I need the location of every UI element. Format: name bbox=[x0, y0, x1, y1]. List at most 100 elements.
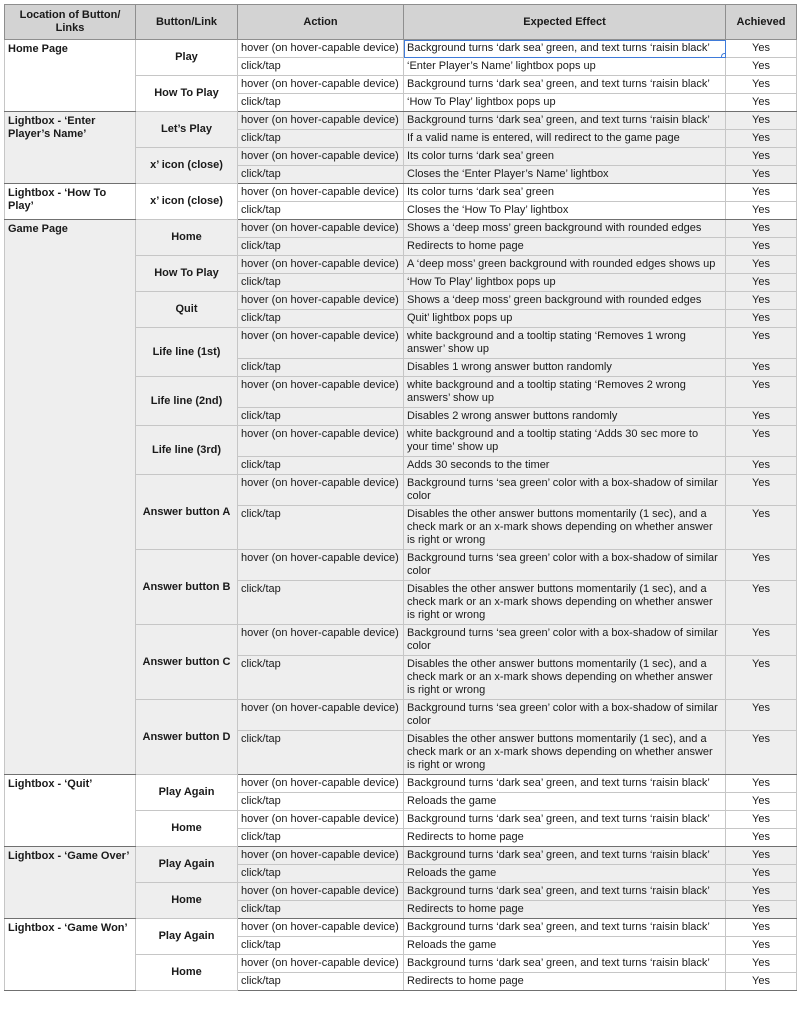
action-cell[interactable]: hover (on hover-capable device) bbox=[237, 624, 404, 656]
expected-effect-cell[interactable]: white background and a tooltip stating ‘… bbox=[403, 376, 726, 408]
button-link-cell[interactable]: Answer button C bbox=[135, 624, 238, 700]
achieved-cell[interactable]: Yes bbox=[725, 407, 797, 426]
achieved-cell[interactable]: Yes bbox=[725, 828, 797, 847]
expected-effect-cell[interactable]: Background turns ‘sea green’ color with … bbox=[403, 699, 726, 731]
achieved-cell[interactable]: Yes bbox=[725, 165, 797, 184]
action-cell[interactable]: click/tap bbox=[237, 972, 404, 991]
button-link-cell[interactable]: Home bbox=[135, 219, 238, 256]
expected-effect-cell[interactable]: Its color turns ‘dark sea’ green bbox=[403, 147, 726, 166]
action-cell[interactable]: click/tap bbox=[237, 864, 404, 883]
expected-effect-cell[interactable]: Disables the other answer buttons moment… bbox=[403, 505, 726, 550]
achieved-cell[interactable]: Yes bbox=[725, 936, 797, 955]
expected-effect-cell[interactable]: Background turns ‘sea green’ color with … bbox=[403, 624, 726, 656]
expected-effect-cell[interactable]: Reloads the game bbox=[403, 936, 726, 955]
achieved-cell[interactable]: Yes bbox=[725, 327, 797, 359]
action-cell[interactable]: hover (on hover-capable device) bbox=[237, 111, 404, 130]
achieved-cell[interactable]: Yes bbox=[725, 900, 797, 919]
action-cell[interactable]: hover (on hover-capable device) bbox=[237, 255, 404, 274]
button-link-cell[interactable]: How To Play bbox=[135, 75, 238, 112]
action-cell[interactable]: hover (on hover-capable device) bbox=[237, 474, 404, 506]
action-cell[interactable]: hover (on hover-capable device) bbox=[237, 219, 404, 238]
achieved-cell[interactable]: Yes bbox=[725, 147, 797, 166]
achieved-cell[interactable]: Yes bbox=[725, 75, 797, 94]
expected-effect-cell[interactable]: ‘Enter Player’s Name’ lightbox pops up bbox=[403, 57, 726, 76]
action-cell[interactable]: hover (on hover-capable device) bbox=[237, 327, 404, 359]
location-cell[interactable]: Lightbox - ‘Enter Player’s Name’ bbox=[4, 111, 136, 184]
button-link-cell[interactable]: Play Again bbox=[135, 918, 238, 955]
achieved-cell[interactable]: Yes bbox=[725, 57, 797, 76]
action-cell[interactable]: click/tap bbox=[237, 792, 404, 811]
action-cell[interactable]: hover (on hover-capable device) bbox=[237, 699, 404, 731]
expected-effect-cell[interactable]: Redirects to home page bbox=[403, 972, 726, 991]
location-cell[interactable]: Lightbox - ‘Game Won’ bbox=[4, 918, 136, 991]
expected-effect-cell[interactable]: Closes the ‘Enter Player’s Name’ lightbo… bbox=[403, 165, 726, 184]
achieved-cell[interactable]: Yes bbox=[725, 774, 797, 793]
achieved-cell[interactable]: Yes bbox=[725, 309, 797, 328]
button-link-cell[interactable]: Home bbox=[135, 882, 238, 919]
header-button-link[interactable]: Button/Link bbox=[135, 4, 238, 40]
expected-effect-cell[interactable]: ‘How To Play’ lightbox pops up bbox=[403, 93, 726, 112]
button-link-cell[interactable]: Answer button D bbox=[135, 699, 238, 775]
achieved-cell[interactable]: Yes bbox=[725, 810, 797, 829]
action-cell[interactable]: hover (on hover-capable device) bbox=[237, 376, 404, 408]
expected-effect-cell[interactable]: Background turns ‘dark sea’ green, and t… bbox=[403, 39, 726, 58]
expected-effect-cell[interactable]: Shows a ‘deep moss’ green background wit… bbox=[403, 219, 726, 238]
achieved-cell[interactable]: Yes bbox=[725, 954, 797, 973]
button-link-cell[interactable]: How To Play bbox=[135, 255, 238, 292]
action-cell[interactable]: click/tap bbox=[237, 358, 404, 377]
achieved-cell[interactable]: Yes bbox=[725, 111, 797, 130]
action-cell[interactable]: click/tap bbox=[237, 201, 404, 220]
header-achieved[interactable]: Achieved bbox=[725, 4, 797, 40]
button-link-cell[interactable]: Play Again bbox=[135, 846, 238, 883]
action-cell[interactable]: click/tap bbox=[237, 655, 404, 700]
action-cell[interactable]: hover (on hover-capable device) bbox=[237, 549, 404, 581]
expected-effect-cell[interactable]: Background turns ‘dark sea’ green, and t… bbox=[403, 882, 726, 901]
action-cell[interactable]: hover (on hover-capable device) bbox=[237, 425, 404, 457]
expected-effect-cell[interactable]: Background turns ‘dark sea’ green, and t… bbox=[403, 111, 726, 130]
action-cell[interactable]: hover (on hover-capable device) bbox=[237, 954, 404, 973]
achieved-cell[interactable]: Yes bbox=[725, 291, 797, 310]
expected-effect-cell[interactable]: Background turns ‘dark sea’ green, and t… bbox=[403, 846, 726, 865]
expected-effect-cell[interactable]: Background turns ‘sea green’ color with … bbox=[403, 549, 726, 581]
header-location[interactable]: Location of Button/ Links bbox=[4, 4, 136, 40]
action-cell[interactable]: click/tap bbox=[237, 580, 404, 625]
achieved-cell[interactable]: Yes bbox=[725, 273, 797, 292]
achieved-cell[interactable]: Yes bbox=[725, 624, 797, 656]
expected-effect-cell[interactable]: white background and a tooltip stating ‘… bbox=[403, 327, 726, 359]
action-cell[interactable]: hover (on hover-capable device) bbox=[237, 810, 404, 829]
button-link-cell[interactable]: Answer button A bbox=[135, 474, 238, 550]
button-link-cell[interactable]: Play bbox=[135, 39, 238, 76]
action-cell[interactable]: click/tap bbox=[237, 309, 404, 328]
action-cell[interactable]: hover (on hover-capable device) bbox=[237, 75, 404, 94]
expected-effect-cell[interactable]: Background turns ‘sea green’ color with … bbox=[403, 474, 726, 506]
achieved-cell[interactable]: Yes bbox=[725, 918, 797, 937]
achieved-cell[interactable]: Yes bbox=[725, 456, 797, 475]
achieved-cell[interactable]: Yes bbox=[725, 376, 797, 408]
expected-effect-cell[interactable]: Its color turns ‘dark sea’ green bbox=[403, 183, 726, 202]
expected-effect-cell[interactable]: Disables the other answer buttons moment… bbox=[403, 655, 726, 700]
location-cell[interactable]: Lightbox - ‘How To Play’ bbox=[4, 183, 136, 220]
expected-effect-cell[interactable]: If a valid name is entered, will redirec… bbox=[403, 129, 726, 148]
expected-effect-cell[interactable]: ‘How To Play’ lightbox pops up bbox=[403, 273, 726, 292]
expected-effect-cell[interactable]: Background turns ‘dark sea’ green, and t… bbox=[403, 810, 726, 829]
action-cell[interactable]: hover (on hover-capable device) bbox=[237, 147, 404, 166]
expected-effect-cell[interactable]: Reloads the game bbox=[403, 792, 726, 811]
action-cell[interactable]: click/tap bbox=[237, 828, 404, 847]
action-cell[interactable]: hover (on hover-capable device) bbox=[237, 39, 404, 58]
expected-effect-cell[interactable]: A ‘deep moss’ green background with roun… bbox=[403, 255, 726, 274]
action-cell[interactable]: click/tap bbox=[237, 273, 404, 292]
achieved-cell[interactable]: Yes bbox=[725, 237, 797, 256]
action-cell[interactable]: hover (on hover-capable device) bbox=[237, 291, 404, 310]
achieved-cell[interactable]: Yes bbox=[725, 846, 797, 865]
button-link-cell[interactable]: Play Again bbox=[135, 774, 238, 811]
action-cell[interactable]: hover (on hover-capable device) bbox=[237, 918, 404, 937]
achieved-cell[interactable]: Yes bbox=[725, 549, 797, 581]
expected-effect-cell[interactable]: Reloads the game bbox=[403, 864, 726, 883]
cell-resize-handle[interactable] bbox=[721, 53, 725, 57]
achieved-cell[interactable]: Yes bbox=[725, 255, 797, 274]
location-cell[interactable]: Lightbox - ‘Game Over’ bbox=[4, 846, 136, 919]
button-link-cell[interactable]: Life line (2nd) bbox=[135, 376, 238, 426]
expected-effect-cell[interactable]: Background turns ‘dark sea’ green, and t… bbox=[403, 918, 726, 937]
header-action[interactable]: Action bbox=[237, 4, 404, 40]
button-link-cell[interactable]: x’ icon (close) bbox=[135, 183, 238, 220]
